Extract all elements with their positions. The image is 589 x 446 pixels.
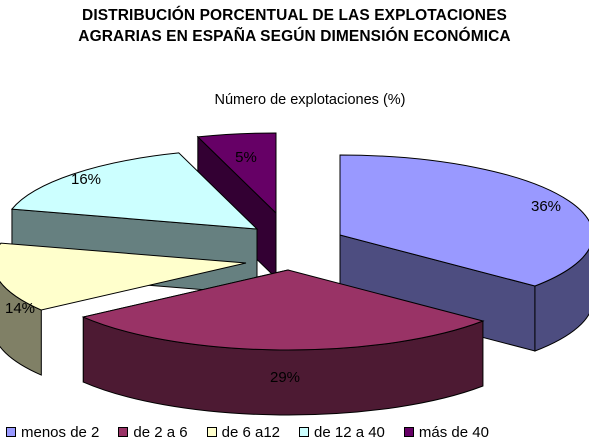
legend-item-de-12-a-40: de 12 a 40 <box>299 424 385 441</box>
pie-chart: 36% 29% 14% 16% 5% <box>0 132 589 416</box>
pie-slice-de-12-a-40 <box>10 152 259 230</box>
legend-item-de-6-a12: de 6 a12 <box>206 423 280 441</box>
data-label-de-2-a-6: 29% <box>270 369 300 386</box>
chart-title-line-1: DISTRIBUCIÓN PORCENTUAL DE LAS EXPLOTACI… <box>82 7 507 24</box>
legend-label-de-2-a-6: de 2 a 6 <box>133 423 188 441</box>
pie-slice-mas-de-40 <box>196 132 277 215</box>
legend-swatch-de-12-a-40 <box>299 427 309 437</box>
pie-slice-de-2-a-6 <box>81 269 485 351</box>
legend-swatch-de-6-a12 <box>206 427 217 437</box>
legend-label-mas-de-40: más de 40 <box>418 423 489 441</box>
legend-label-menos-de-2: menos de 2 <box>21 423 100 441</box>
pie-slice-menos-de-2 <box>339 154 589 287</box>
pie-slice-de-6-a12 <box>0 242 247 311</box>
legend-item-menos-de-2: menos de 2 <box>6 424 99 441</box>
data-label-de-12-a-40: 16% <box>71 171 101 188</box>
legend-swatch-mas-de-40 <box>403 427 414 437</box>
legend-label-de-6-a12: de 6 a12 <box>221 423 280 441</box>
chart-title-line-2: AGRARIAS EN ESPAÑA SEGÚN DIMENSIÓN ECONÓ… <box>78 28 511 45</box>
chart-subtitle: Número de explotaciones (%) <box>214 92 406 108</box>
legend-swatch-de-2-a-6 <box>118 427 129 437</box>
data-label-mas-de-40: 5% <box>235 149 257 166</box>
legend-swatch-menos-de-2 <box>6 427 16 437</box>
legend: menos de 2 de 2 a 6 de 6 a12 de 12 a 40 … <box>6 421 589 443</box>
legend-label-de-12-a-40: de 12 a 40 <box>314 423 385 441</box>
chart-title: DISTRIBUCIÓN PORCENTUAL DE LAS EXPLOTACI… <box>0 5 589 47</box>
legend-item-de-2-a-6: de 2 a 6 <box>118 423 188 441</box>
data-label-menos-de-2: 36% <box>531 198 561 215</box>
data-label-de-6-a12: 14% <box>5 300 35 317</box>
legend-item-mas-de-40: más de 40 <box>403 423 489 441</box>
